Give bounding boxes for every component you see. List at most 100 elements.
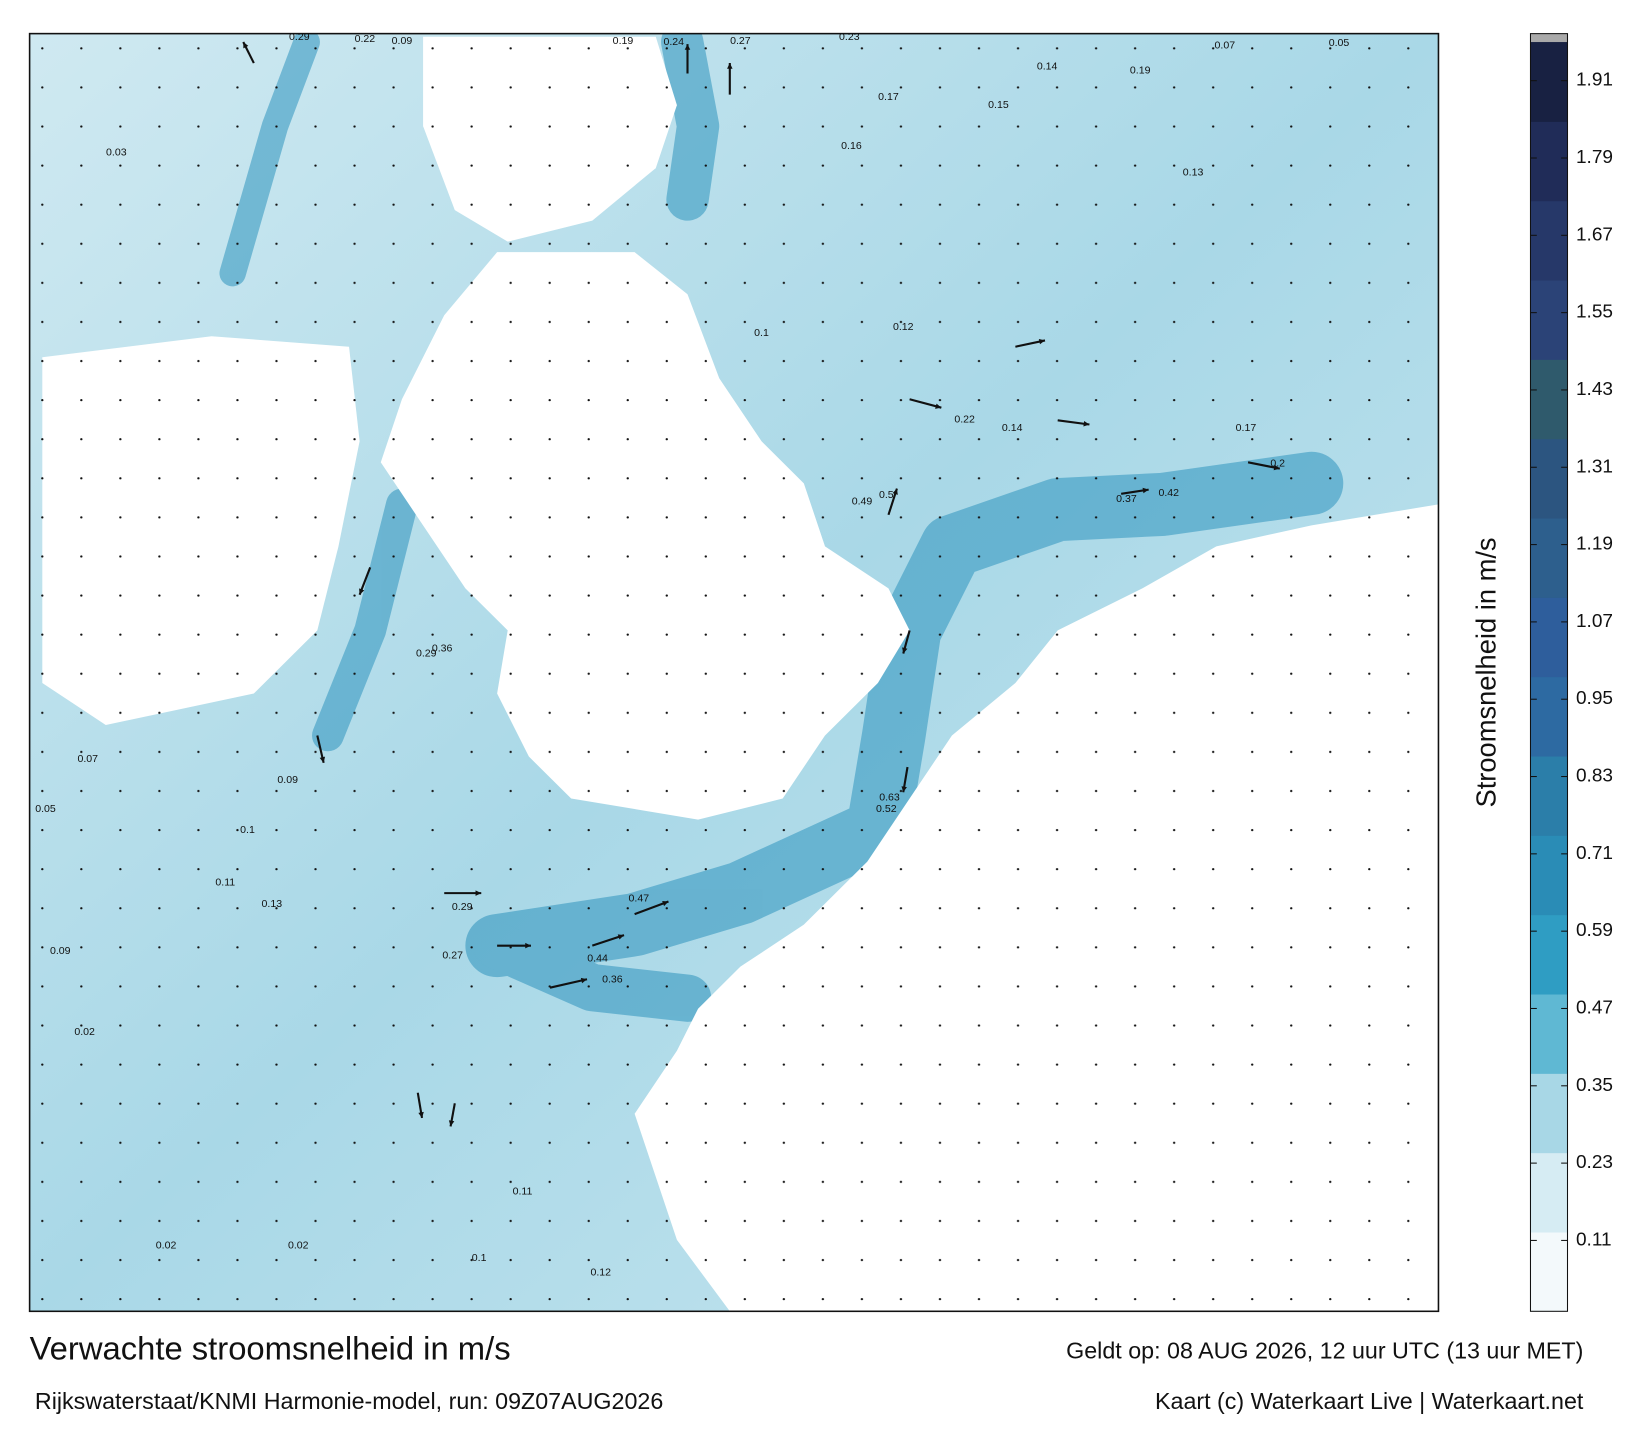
speed-label: 0.22 [355,33,376,45]
subtitle: Rijkswaterstaat/KNMI Harmonie-model, run… [35,1388,663,1414]
speed-label: 0.07 [78,753,99,765]
arrow-head [359,588,365,595]
current-arrows [242,41,1281,1127]
arrow-head [418,1111,424,1118]
speed-label: 0.36 [432,642,453,654]
speed-label: 0.11 [513,1186,533,1198]
speed-label: 0.13 [1183,167,1204,179]
map: 0.29 0.22 0.09 0.19 0.24 0.27 0.23 0.07 0.05 0.03… [29,31,1439,1312]
colorbar-band [1530,359,1568,440]
colorbar-band [1530,1152,1568,1233]
speed-label: 0.16 [841,140,862,152]
speed-label: 0.19 [1130,65,1151,77]
colorbar-label: Stroomsnelheid in m/s [1470,537,1501,807]
arrow-head [525,942,531,949]
arrow-shaft [549,978,588,989]
speed-label: 0.27 [730,35,751,47]
speed-label: 0.12 [590,1267,611,1279]
colorbar-band [1530,280,1568,360]
speed-label: 0.12 [893,321,914,333]
speed-label: 0.1 [240,824,255,836]
colorbar-band [1530,755,1568,836]
colorbar-tick-label: 0.83 [1576,766,1613,787]
colorbar-band [1530,200,1568,281]
speed-label: 0.63 [879,792,900,804]
speed-label: 0.11 [215,877,235,889]
colorbar-band [1530,1073,1568,1154]
arrow-head [727,63,733,69]
speed-label: 0.13 [262,898,283,910]
arrow-head [1038,338,1045,345]
grid-dots [29,33,1439,1312]
credit: Kaart (c) Waterkaart Live | Waterkaart.n… [1155,1388,1584,1414]
speed-label: 0.1 [472,1252,487,1264]
colorbar-tick-label: 1.43 [1576,379,1613,400]
arrow-shaft [634,900,669,916]
speed-label: 0.44 [587,952,608,964]
speed-label: 0.29 [289,31,310,43]
arrow-head [1273,464,1280,471]
speed-label: 0.47 [629,893,650,905]
speed-label: 0.49 [852,495,873,507]
arrow-head [684,44,691,50]
speed-label: 0.03 [106,147,127,159]
speed-label: 0.05 [1329,37,1350,49]
speed-label: 0.1 [754,327,769,339]
speed-label: 0.09 [277,774,298,786]
title: Verwachte stroomsnelheid in m/s [30,1330,511,1367]
colorbar-band [1530,518,1568,598]
arrow-head [901,786,907,793]
colorbar-band [1530,42,1568,122]
colorbar-tick-label: 0.23 [1576,1152,1613,1173]
colorbar-tick-label: 1.79 [1576,147,1613,168]
colorbar-tick-label: 0.59 [1576,920,1613,941]
colorbar-band [1530,1231,1568,1312]
colorbar-tick-label: 1.31 [1576,456,1613,477]
speed-label: 0.27 [442,949,463,961]
colorbar-tick-label: 0.35 [1576,1075,1613,1096]
speed-label: 0.52 [876,803,897,815]
colorbar-band [1530,914,1568,995]
colorbar-frame [1529,33,1569,1312]
speed-label: 0.29 [416,648,437,660]
colorbar-tick-label: 1.07 [1576,611,1613,632]
colorbar-tick-label: 1.19 [1576,534,1613,555]
speed-label: 0.09 [392,35,413,47]
colorbar-band [1530,438,1568,519]
speed-label: 0.5 [879,489,894,501]
colorbar-tick-label: 0.71 [1576,843,1613,864]
speed-label: 0.14 [1037,60,1058,72]
valid-time: Geldt op: 08 AUG 2026, 12 uur UTC (13 uu… [1066,1338,1583,1364]
speed-label: 0.02 [156,1239,177,1251]
colorbar-tick-label: 0.11 [1576,1229,1612,1250]
colorbar-tick-label: 1.67 [1576,224,1613,245]
speed-label: 0.29 [452,901,473,913]
speed-label: 0.42 [1158,487,1179,499]
speed-label: 0.22 [954,413,975,425]
speed-label: 0.02 [288,1239,309,1251]
colorbar-band [1530,676,1568,757]
arrow-head [580,977,588,984]
colorbar-cap [1530,33,1568,43]
map-frame [28,32,1440,1313]
arrow-head [902,647,908,654]
speed-label: 0.09 [50,945,71,957]
arrow-head [935,403,942,409]
map-labels: 0.29 0.22 0.09 0.19 0.24 0.27 0.23 0.07 0.05 0.03… [35,31,1350,1279]
colorbar-tick-label: 1.55 [1576,302,1613,323]
speed-label: 0.19 [613,35,634,47]
arrow-head [892,488,898,495]
speed-label: 0.24 [663,36,684,48]
speed-label: 0.17 [878,91,899,103]
speed-label: 0.17 [1236,422,1257,434]
colorbar-tick-label: 1.91 [1576,70,1613,91]
speed-label: 0.07 [1215,39,1236,51]
arrow-head [662,900,669,907]
colorbar-band [1530,993,1568,1074]
colorbar: 0.11 0.23 0.35 0.47 0.59 0.71 0.83 0.95 1.07 1.19… [1530,42,1613,1312]
speed-label: 0.05 [35,803,56,815]
speed-label: 0.23 [839,31,860,43]
arrow-head [319,756,326,763]
